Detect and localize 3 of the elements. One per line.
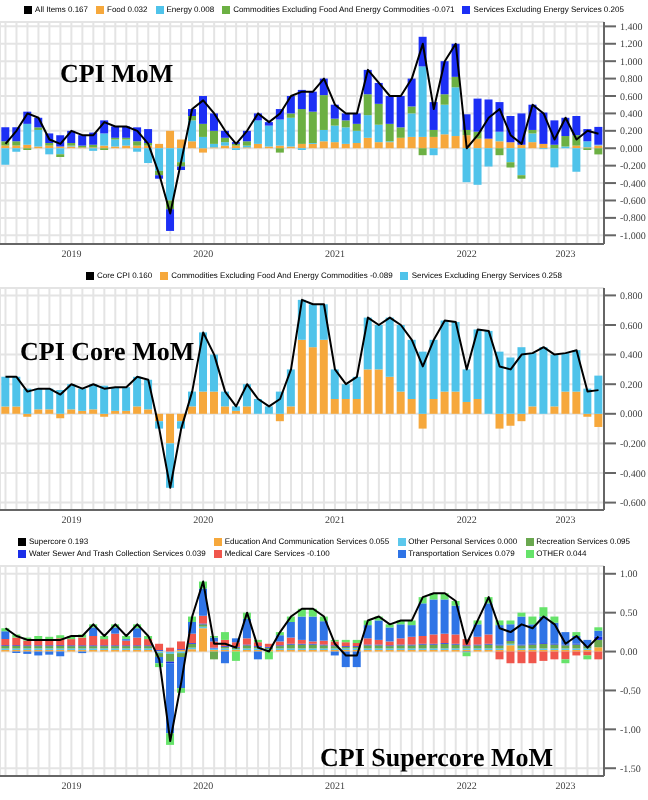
text: CPI MoM [60,58,174,90]
text: CPI Core MoM [20,336,195,368]
text: CPI Supercore MoM [320,742,553,774]
